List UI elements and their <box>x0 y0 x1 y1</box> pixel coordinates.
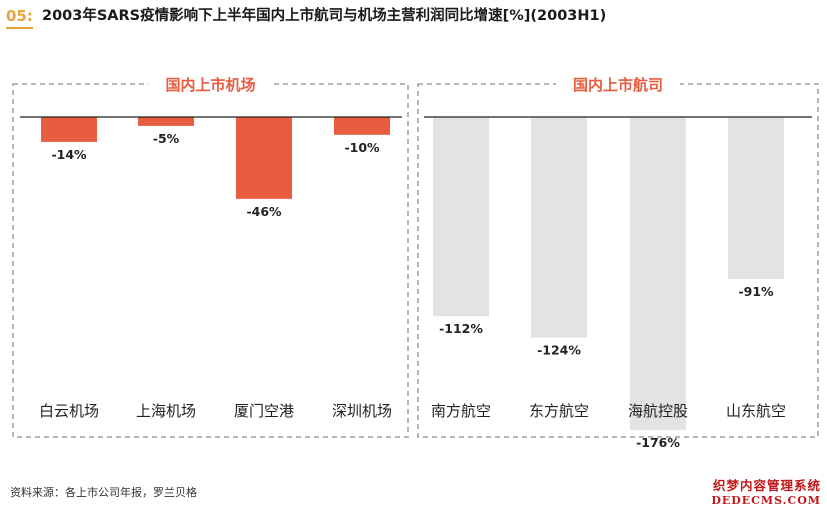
group-label: 国内上市航司 <box>573 76 663 94</box>
data-label: -14% <box>51 147 87 162</box>
figure-number: 05: <box>6 6 33 29</box>
category-label: 南方航空 <box>431 402 491 420</box>
category-label: 厦门空港 <box>234 402 294 420</box>
data-label: -5% <box>153 131 180 146</box>
data-label: -176% <box>636 435 680 450</box>
watermark: 织梦内容管理系统 DEDECMS.COM <box>711 478 821 508</box>
group-label: 国内上市机场 <box>165 76 255 94</box>
data-label: -91% <box>738 284 774 299</box>
bar-chart: 国内上市机场 -14% 白云机场 -5% 上海机场 -46% 厦门空港 -10% 深圳机场 国内上… <box>12 74 819 450</box>
category-label: 深圳机场 <box>332 402 392 420</box>
category-label: 东方航空 <box>529 402 589 420</box>
data-label: -10% <box>344 140 380 155</box>
category-label: 山东航空 <box>726 402 786 420</box>
bar <box>433 117 489 317</box>
bar <box>728 117 784 279</box>
bar <box>138 117 194 126</box>
data-label: -112% <box>439 321 483 336</box>
bar <box>630 117 686 431</box>
bar <box>334 117 390 135</box>
bar <box>41 117 97 142</box>
data-label: -46% <box>246 204 282 219</box>
watermark-text-en: DEDECMS.COM <box>711 494 821 507</box>
group-frame <box>12 83 409 438</box>
bar <box>531 117 587 338</box>
category-label: 海航控股 <box>628 402 688 420</box>
data-label: -124% <box>537 343 581 358</box>
category-label: 白云机场 <box>39 402 99 420</box>
source-note: 资料来源：各上市公司年报，罗兰贝格 <box>10 486 197 499</box>
group-label-backing <box>148 74 273 94</box>
category-label: 上海机场 <box>136 402 196 420</box>
bar <box>236 117 292 199</box>
figure-title: 2003年SARS疫情影响下上半年国内上市航司与机场主营利润同比增速[%](20… <box>42 8 607 24</box>
watermark-text-cn: 织梦内容管理系统 <box>712 478 821 493</box>
group-label-backing <box>556 74 680 94</box>
